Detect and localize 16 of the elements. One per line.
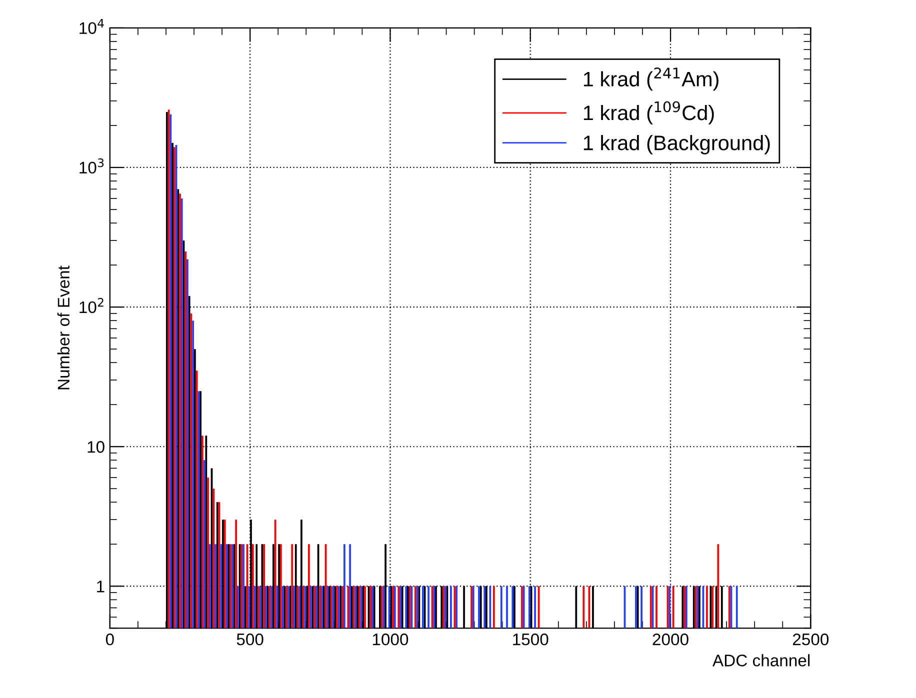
y-tick-label: 10: [88, 441, 104, 453]
y-tick-label: 10$^{2}$: [80, 298, 104, 314]
legend-label: 1 krad ($^{109}$Cd): [584, 101, 714, 124]
y-tick-label: 10$^{3}$: [80, 158, 104, 174]
x-tick-label: 0: [106, 634, 114, 646]
x-tick-label: 1000: [372, 634, 408, 646]
y-axis-title: Number of Event: [57, 266, 70, 390]
x-tick-label: 1500: [513, 634, 548, 646]
legend-label: 1 krad ($^{241}$Am): [584, 68, 718, 91]
legend-label: 1 krad (Background): [584, 135, 770, 154]
x-tick-label: 2000: [652, 634, 688, 646]
x-tick-label: 2500: [792, 634, 829, 646]
y-tick-label: 10$^{4}$: [80, 18, 104, 34]
y-tick-label: 1: [97, 580, 104, 592]
x-tick-label: 500: [236, 634, 264, 646]
x-axis-title: ADC channel: [712, 654, 810, 666]
